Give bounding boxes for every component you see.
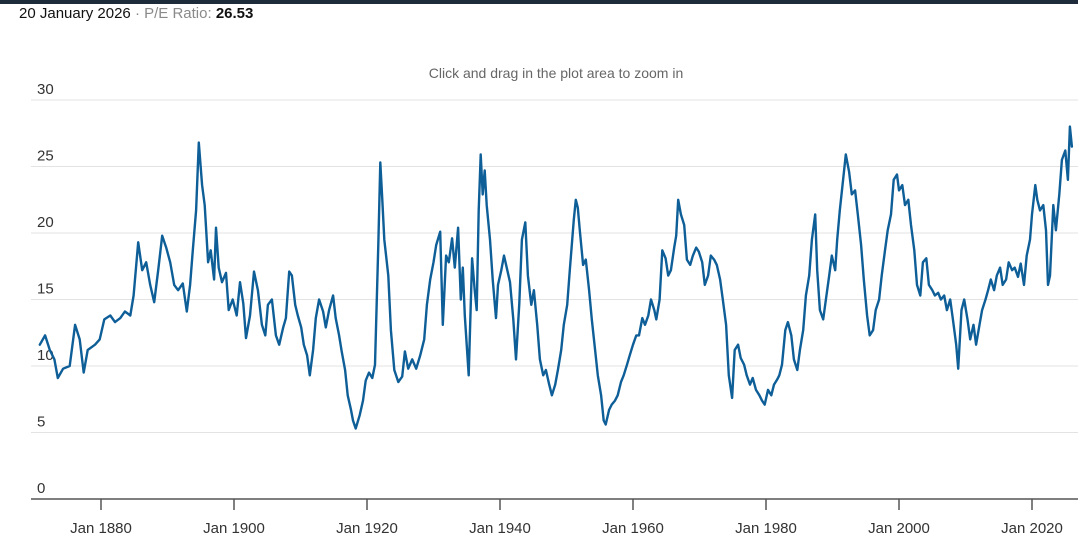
metric-value: 26.53	[215, 5, 254, 22]
x-tick-label: Jan 1980	[735, 520, 797, 537]
x-axis: Jan 1880 Jan 1900 Jan 1920 Jan 1940 Jan 1960…	[31, 498, 1078, 537]
plot-area[interactable]	[38, 125, 1074, 430]
date-label: 20 January 2026	[19, 5, 131, 22]
zoom-hint: Click and drag in the plot area to zoom …	[429, 65, 683, 81]
top-bar	[0, 0, 1078, 4]
x-tick-label: Jan 1960	[602, 520, 664, 537]
metric-label: P/E Ratio:	[144, 5, 212, 22]
y-tick-label: 20	[37, 214, 54, 231]
y-tick-label: 25	[37, 148, 54, 165]
y-tick-label: 15	[37, 281, 54, 298]
x-tick-label: Jan 1900	[203, 520, 265, 537]
series-line-pe-ratio[interactable]	[38, 125, 1074, 430]
x-tick-label: Jan 2000	[868, 520, 930, 537]
x-tick-label: Jan 1920	[336, 520, 398, 537]
chart-header: 20 January 2026 · P/E Ratio: 26.53	[19, 5, 253, 23]
y-tick-label: 5	[37, 414, 45, 431]
x-tick-label: Jan 2020	[1001, 520, 1063, 537]
separator: ·	[134, 5, 140, 22]
y-tick-label: 30	[37, 81, 54, 98]
x-tick-label: Jan 1940	[469, 520, 531, 537]
y-tick-label: 0	[37, 480, 45, 497]
x-tick-label: Jan 1880	[70, 520, 132, 537]
